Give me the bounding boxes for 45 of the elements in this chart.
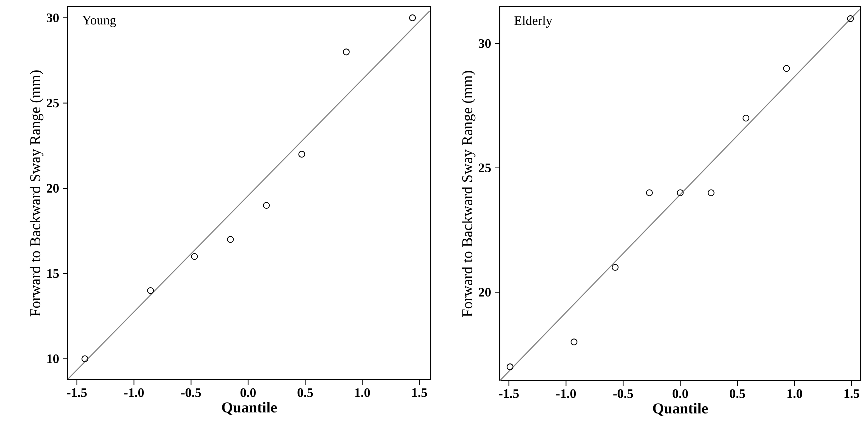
- annotation: Young: [82, 16, 116, 28]
- x-tick-label: -0.5: [614, 390, 634, 398]
- y-tick-label: 30: [478, 39, 491, 48]
- x-axis-title: Quantile: [653, 403, 708, 416]
- x-tick-label: -1.0: [124, 388, 144, 398]
- y-tick-label: 30: [46, 14, 59, 22]
- point: [742, 115, 750, 122]
- point: [677, 190, 684, 196]
- x-tick-label: 0.0: [672, 390, 688, 398]
- point: [409, 14, 416, 22]
- point: [343, 48, 350, 56]
- point: [147, 287, 154, 294]
- x-tick-label: 1.5: [412, 388, 428, 398]
- x-axis-title: Quantile: [222, 402, 278, 416]
- x-tick-label: 1.0: [788, 390, 802, 398]
- point: [847, 16, 854, 22]
- x-tick-label: -1.0: [556, 390, 576, 398]
- y-tick-label: 15: [48, 269, 60, 278]
- point: [506, 364, 514, 370]
- point: [82, 356, 89, 362]
- point: [783, 65, 790, 72]
- x-tick-label: -1.5: [67, 388, 87, 398]
- y-tick-label: 20: [479, 288, 491, 297]
- point: [612, 264, 619, 272]
- x-tick-label: 0.5: [730, 390, 746, 398]
- y-tick-label: 10: [48, 354, 59, 364]
- annotation: Elderly: [514, 16, 553, 28]
- y-axis-title: Forward to Backward Sway Range (mm): [462, 71, 476, 318]
- point: [298, 151, 306, 158]
- y-tick-label: 25: [47, 98, 60, 108]
- x-tick-label: 0.0: [240, 388, 256, 398]
- point: [227, 236, 234, 244]
- x-tick-label: -0.5: [181, 388, 202, 398]
- point: [646, 190, 654, 196]
- point: [570, 338, 578, 346]
- y-tick-label: 20: [47, 184, 59, 193]
- point: [263, 202, 270, 209]
- x-tick-label: -1.5: [499, 390, 519, 398]
- x-tick-label: 1.5: [844, 390, 860, 398]
- y-axis-title: Forward to Backward Sway Range (mm): [30, 70, 44, 317]
- point: [708, 190, 715, 196]
- x-tick-label: 1.0: [355, 388, 370, 398]
- y-tick-label: 25: [479, 164, 492, 172]
- x-tick-label: 0.5: [298, 388, 314, 398]
- point: [191, 253, 198, 260]
